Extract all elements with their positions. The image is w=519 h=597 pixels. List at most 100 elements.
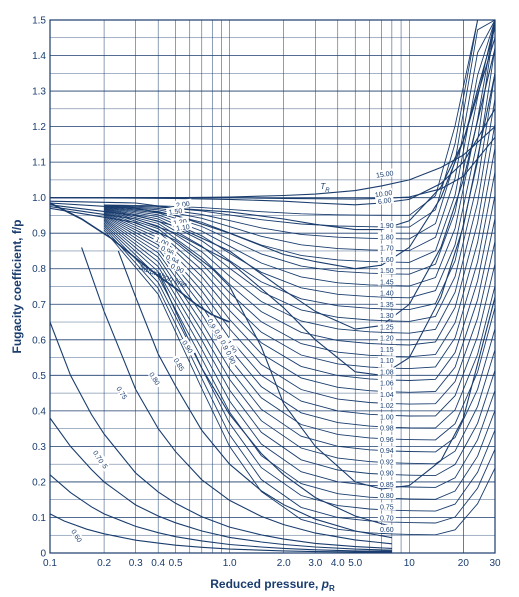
curve-label-bg — [152, 233, 173, 249]
curve-label-bg — [377, 254, 396, 263]
curve-label-bg — [377, 344, 396, 353]
curve-label-text: 1.04 — [380, 392, 394, 399]
y-tick-label: 1.5 — [32, 16, 46, 27]
isotherm-line — [103, 218, 496, 453]
x-tick-label: 2.0 — [277, 558, 291, 569]
y-tick-label: 0.6 — [32, 335, 46, 346]
curve-label: 0.94 — [377, 446, 396, 455]
curve-label-text: 1.80 — [380, 234, 394, 241]
curve-label: 15.00 — [375, 168, 395, 180]
x-tick-label: 1.0 — [223, 558, 237, 569]
y-tick-label: 1.2 — [32, 122, 46, 133]
curve-label-text: 0.70 — [380, 516, 394, 523]
curve-label-text: 1.06 — [380, 381, 394, 388]
y-axis-ticks: 0 0.1 0.2 0.3 0.4 0.5 0.6 0.7 0.8 0.9 1.0 1.1 1.2 1.3… — [32, 16, 46, 560]
saturation-curve — [49, 202, 230, 323]
x-tick-label: 0.5 — [169, 558, 183, 569]
isotherm-line — [103, 217, 496, 441]
y-tick-label: 1.4 — [32, 51, 46, 62]
isotherm-line — [104, 19, 495, 228]
y-tick-label: 1.1 — [32, 158, 46, 169]
curve-label: 1.25 — [377, 322, 396, 331]
x-tick-label: 0.1 — [43, 558, 57, 569]
curve-label-text: 1.70 — [380, 246, 394, 253]
curve-labels: 0.600.650.700.750.800.850.9015.0010.006.… — [68, 168, 396, 546]
curve-label-bg — [377, 412, 396, 421]
y-tick-label: 0.1 — [32, 513, 46, 524]
curve-label: 1.20 — [377, 333, 396, 343]
curve-label-text: 2.00 — [176, 201, 191, 210]
curve-label: 0.80 — [146, 368, 164, 389]
curve-label-text: 1.20 — [380, 336, 394, 343]
x-tick-label: 0.3 — [129, 558, 143, 569]
curve-label-bg — [377, 277, 396, 286]
curve-label-text: 1.50 — [380, 268, 394, 275]
curve-label-text: 0.85 — [380, 482, 394, 489]
curve-label-text: 1.08 — [380, 369, 394, 376]
isotherm-line — [117, 250, 392, 539]
isotherm-curves — [49, 19, 496, 553]
curve-label: 2.00 — [173, 198, 193, 210]
curve-label-bg — [377, 491, 396, 500]
isotherm-line — [103, 215, 496, 429]
isotherm-line — [103, 227, 496, 524]
curve-label: 1.00 — [377, 412, 396, 421]
curve-label-bg — [68, 525, 86, 546]
curve-label-bg — [377, 524, 396, 533]
curve-label: 1.10 — [173, 221, 193, 233]
isotherm-line — [81, 247, 392, 545]
curve-label-bg — [223, 347, 239, 367]
curve-label-bg — [377, 378, 396, 387]
y-tick-label: 0.8 — [32, 264, 46, 275]
y-tick-label: 0.3 — [32, 442, 46, 453]
curve-label: 1.30 — [377, 311, 396, 320]
curve-label-text: 0.92 — [380, 459, 394, 466]
curve-label-bg — [377, 221, 396, 230]
isotherm-line — [104, 19, 496, 252]
curve-label-bg — [377, 389, 396, 398]
curve-label-bg — [377, 502, 396, 511]
x-tick-label: 10 — [404, 558, 416, 569]
isotherm-line — [103, 171, 496, 370]
curve-label-text: 1.15 — [380, 347, 394, 354]
isotherm-line — [104, 47, 496, 311]
curve-label-text: 0.80 — [380, 493, 394, 500]
curve-label-bg — [173, 198, 193, 209]
curve-label: 1.35 — [377, 299, 396, 309]
y-tick-label: 0 — [40, 549, 46, 560]
x-tick-label: 3.0 — [308, 558, 322, 569]
isotherm-line — [103, 214, 496, 417]
isotherm-line — [104, 19, 495, 216]
curve-label-text: 1.60 — [380, 257, 394, 264]
curve-label-bg — [377, 333, 396, 342]
isotherm-line — [50, 136, 496, 200]
isotherm-line — [104, 19, 496, 240]
curve-label-text: 10.00 — [375, 190, 393, 199]
x-tick-label: 5.0 — [348, 558, 362, 569]
curve-label-bg — [377, 434, 396, 443]
curve-label-text: 0.75 — [380, 504, 394, 511]
curve-label-text: 0.60 — [380, 527, 394, 534]
x-tick-label: 0.4 — [151, 558, 165, 569]
annotation-text: T — [320, 182, 326, 191]
curve-label-bg — [167, 260, 188, 276]
isotherm-line — [103, 147, 496, 358]
curve-label-text: 1.20 — [173, 219, 188, 228]
curve-label-text: 0.90 — [380, 471, 394, 478]
x-axis-title: Reduced pressure, pR — [210, 577, 335, 593]
curve-label-bg — [377, 367, 396, 376]
curve-label-text: 1.90 — [380, 223, 394, 230]
curve-label: 6.00 — [375, 195, 395, 206]
isotherm-line — [49, 207, 496, 490]
curve-label: 1.50 — [377, 266, 396, 275]
curve-label-text: 1.10 — [380, 358, 394, 365]
isotherm-line — [104, 19, 496, 287]
curve-label-text: 1.00 — [380, 414, 394, 421]
isotherm-line — [49, 474, 392, 552]
curve-label: 0.85 — [377, 479, 396, 489]
curve-label-bg — [146, 368, 164, 389]
curve-label-bg — [377, 513, 396, 522]
curve-label-bg — [377, 243, 396, 252]
isotherm-line — [49, 513, 392, 553]
